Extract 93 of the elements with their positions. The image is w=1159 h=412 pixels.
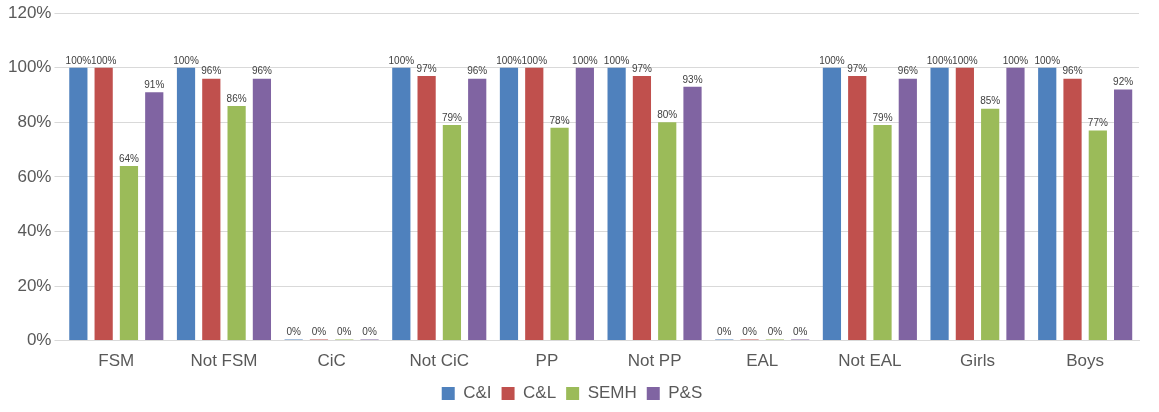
bar <box>550 127 569 341</box>
data-label: 100% <box>173 54 199 66</box>
bar <box>145 92 164 341</box>
x-tick-label: CiC <box>317 351 346 371</box>
x-tick-label: Girls <box>960 351 995 371</box>
bar <box>227 105 246 341</box>
data-label: 100% <box>65 54 92 66</box>
bar <box>955 67 974 341</box>
data-label: 0% <box>286 326 301 338</box>
y-tick-label: 100% <box>8 57 52 77</box>
data-label: 78% <box>549 114 570 126</box>
bar <box>202 78 221 341</box>
bar <box>575 67 594 341</box>
bar <box>417 75 436 341</box>
data-label: 100% <box>90 54 117 66</box>
data-label: 100% <box>603 54 630 66</box>
y-tick-label: 0% <box>26 330 52 350</box>
bar <box>981 108 1000 341</box>
y-tick-label: 20% <box>17 275 52 295</box>
bar <box>94 67 113 341</box>
data-label: 96% <box>897 65 918 77</box>
data-label: 97% <box>631 62 653 74</box>
bar <box>69 67 88 341</box>
data-label: 100% <box>572 54 598 66</box>
bar <box>898 78 917 341</box>
bar <box>468 78 487 341</box>
bar <box>1114 89 1133 341</box>
data-label: 100% <box>496 54 522 66</box>
y-tick-label: 60% <box>17 166 52 186</box>
bar <box>1088 130 1107 341</box>
bar <box>658 122 677 341</box>
x-tick-label: Not EAL <box>838 351 902 371</box>
y-tick-label: 120% <box>8 2 52 22</box>
x-tick-label: Boys <box>1066 351 1105 371</box>
bar <box>1006 67 1025 341</box>
data-label: 0% <box>717 326 732 338</box>
data-label: 0% <box>337 326 352 338</box>
data-label: 79% <box>872 111 893 123</box>
bar <box>252 78 272 341</box>
data-label: 0% <box>792 326 808 338</box>
bar <box>1063 78 1082 341</box>
x-tick-label: EAL <box>746 351 779 371</box>
bar <box>442 125 462 341</box>
data-label: 77% <box>1087 117 1108 129</box>
bar <box>848 75 867 341</box>
data-label: 96% <box>467 65 488 77</box>
data-label: 86% <box>226 92 247 104</box>
bar <box>930 67 949 341</box>
data-label: 100% <box>952 54 978 66</box>
x-tick-label: Not CiC <box>409 351 470 371</box>
data-label: 85% <box>980 95 1001 107</box>
bar <box>1038 67 1057 341</box>
data-label: 100% <box>819 54 845 66</box>
x-tick-label: Not FSM <box>190 351 258 371</box>
legend-label: P&S <box>668 383 703 403</box>
data-label: 100% <box>1002 54 1029 66</box>
bar <box>176 67 196 341</box>
data-label: 0% <box>362 326 377 338</box>
data-label: 100% <box>521 54 548 66</box>
data-label: 96% <box>251 65 273 77</box>
data-label: 96% <box>1062 65 1083 77</box>
x-tick-label: Not PP <box>627 351 682 371</box>
bar <box>499 67 519 341</box>
bar <box>683 86 702 341</box>
data-label: 0% <box>311 326 327 338</box>
bar <box>873 125 892 341</box>
bar <box>632 75 652 341</box>
data-label: 97% <box>847 62 868 74</box>
data-label: 0% <box>742 326 757 338</box>
bar <box>119 165 139 341</box>
data-label: 92% <box>1113 76 1134 88</box>
bar <box>525 67 544 341</box>
data-label: 100% <box>926 54 953 66</box>
legend-label: SEMH <box>587 383 637 403</box>
y-tick-label: 40% <box>17 221 52 241</box>
bar <box>822 67 842 341</box>
bar <box>392 67 411 341</box>
data-label: 91% <box>144 79 165 91</box>
data-label: 80% <box>657 109 678 121</box>
bar <box>607 67 626 341</box>
data-label: 100% <box>1034 54 1061 66</box>
data-label: 96% <box>201 65 222 77</box>
data-label: 100% <box>388 54 415 66</box>
legend-label: C&I <box>463 383 492 403</box>
y-tick-label: 80% <box>17 112 52 132</box>
data-label: 0% <box>767 326 783 338</box>
x-tick-label: PP <box>535 351 559 371</box>
legend-label: C&L <box>523 383 557 403</box>
data-label: 97% <box>416 62 437 74</box>
x-tick-label: FSM <box>98 351 135 371</box>
data-label: 79% <box>441 111 463 123</box>
data-label: 64% <box>118 152 140 164</box>
data-label: 93% <box>682 73 703 85</box>
